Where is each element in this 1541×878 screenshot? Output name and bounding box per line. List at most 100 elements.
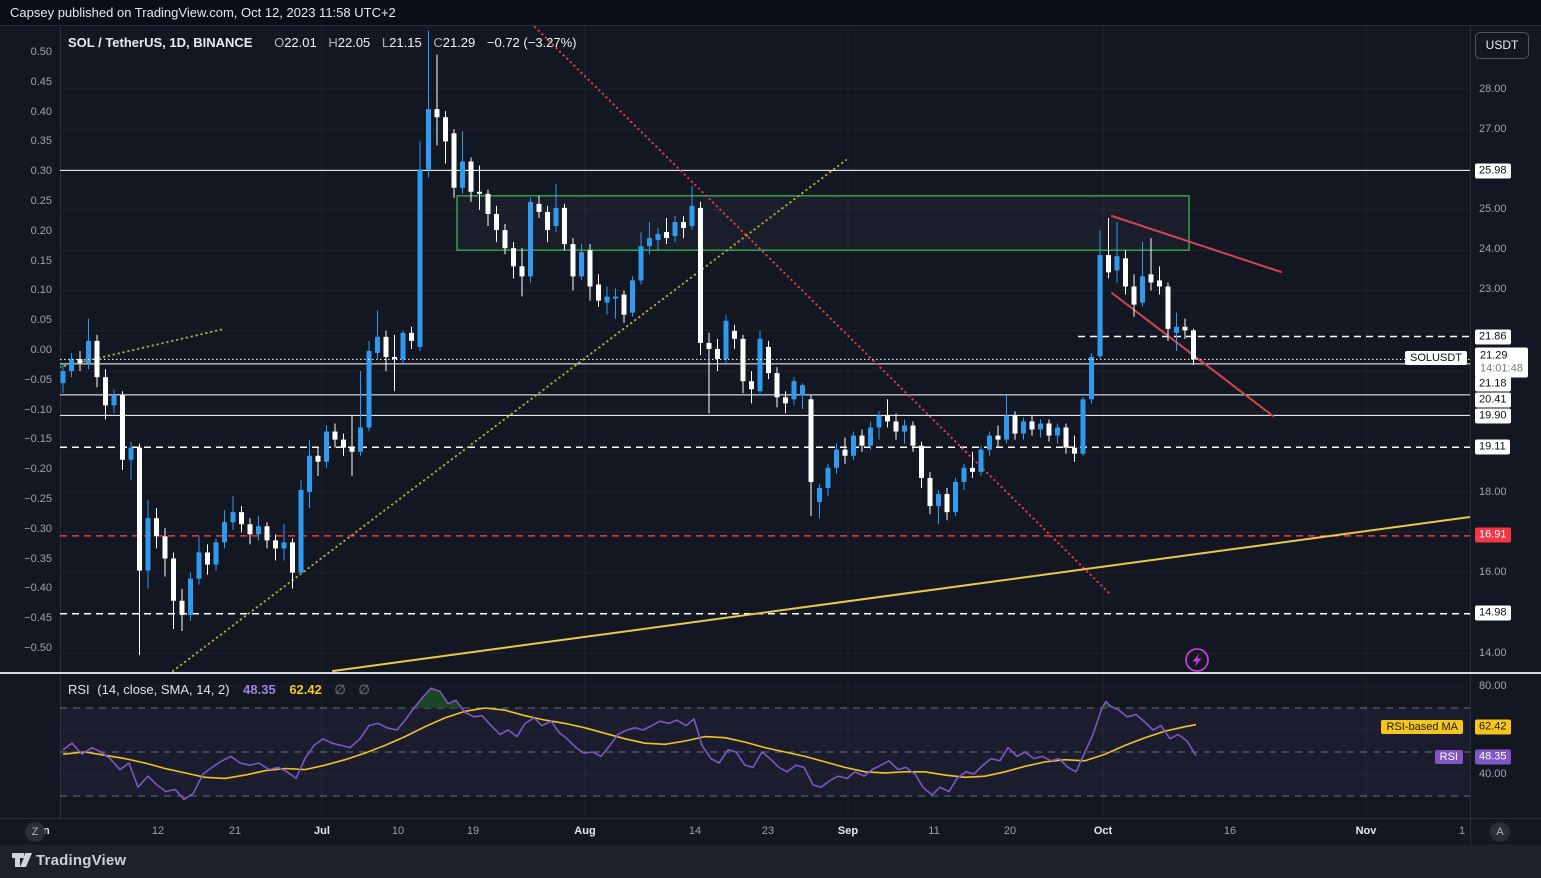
tradingview-logo-icon[interactable]: [12, 853, 36, 871]
candle: [817, 483, 822, 519]
candle: [230, 496, 236, 531]
candle: [383, 330, 389, 372]
candle: [1148, 238, 1154, 291]
candle: [902, 419, 907, 444]
rsi-title[interactable]: RSI: [68, 682, 90, 697]
candle: [774, 367, 780, 408]
candle: [443, 111, 448, 164]
candle: [179, 588, 185, 632]
rsi-axis-tick: 40.00: [1479, 768, 1507, 780]
candle: [145, 500, 151, 589]
right-price-scale[interactable]: 28.00 27.00 25.00 24.00 23.00 18.00 16.00 14.00…: [1471, 0, 1541, 878]
candle: [987, 431, 992, 456]
high-label: H: [328, 35, 338, 50]
time-axis-tick: Nov: [1355, 825, 1377, 837]
trend-line[interactable]: [60, 328, 225, 368]
candle: [638, 232, 644, 285]
candle: [468, 157, 474, 202]
candle: [1106, 217, 1111, 279]
left-axis-tick: 0.25: [30, 195, 52, 207]
candle: [247, 518, 253, 545]
time-axis-tick: 14: [688, 825, 702, 837]
candle: [715, 338, 720, 372]
timezone-button[interactable]: Z: [25, 822, 45, 842]
time-axis-tick: 10: [391, 825, 405, 837]
trend-line[interactable]: [332, 516, 1470, 672]
trend-line[interactable]: [172, 159, 847, 672]
symbol-title[interactable]: SOL / TetherUS, 1D, BINANCE: [68, 35, 253, 50]
candle: [77, 350, 83, 372]
candle: [1063, 423, 1069, 454]
left-price-scale[interactable]: 0.50 0.45 0.40 0.35 0.30 0.25 0.20 0.15 0.10 0.05…: [0, 0, 58, 878]
candle: [239, 506, 244, 533]
trend-line[interactable]: [534, 26, 1111, 595]
candle: [749, 371, 754, 404]
candle: [281, 524, 287, 561]
time-scale[interactable]: Jun1221Jul1019Aug1423Sep1120Oct16Nov1ZA: [0, 818, 1541, 846]
candle: [919, 441, 924, 488]
rsi-tag: RSI: [1434, 750, 1463, 764]
close-value: 21.29: [442, 35, 476, 50]
candle: [358, 371, 363, 456]
candle: [970, 451, 975, 478]
candle: [944, 487, 950, 521]
price-level-label: 19.11: [1475, 439, 1510, 455]
supply-zone-box[interactable]: [456, 195, 1190, 251]
left-axis-tick: −0.40: [24, 582, 52, 594]
candle: [94, 334, 100, 388]
candle: [264, 522, 270, 549]
change-value: −0.72 (−3.27%): [486, 35, 577, 50]
candle: [732, 324, 737, 349]
auto-scale-button[interactable]: A: [1490, 822, 1510, 842]
tradingview-brand[interactable]: TradingView: [36, 852, 127, 869]
rsi-axis-value: 48.35: [1475, 749, 1511, 765]
pane-separator[interactable]: [0, 672, 1541, 674]
trend-line[interactable]: [1111, 215, 1282, 273]
time-axis-tick: 19: [466, 825, 480, 837]
rsi-ma-value: 62.42: [289, 682, 322, 697]
candle: [570, 238, 576, 291]
price-axis-tick: 24.00: [1479, 243, 1507, 255]
candle: [349, 415, 355, 476]
candle: [536, 195, 542, 218]
candle: [426, 30, 431, 178]
candle: [613, 288, 618, 319]
candle: [706, 332, 712, 414]
left-axis-tick: 0.20: [30, 225, 52, 237]
candle: [910, 421, 916, 452]
bar-countdown: 14:01:48: [1480, 362, 1523, 375]
candle: [400, 330, 406, 364]
candle: [1080, 397, 1086, 456]
candle: [120, 391, 125, 470]
candle: [791, 377, 797, 406]
plot-right-border: [1470, 25, 1471, 845]
candle: [766, 340, 771, 380]
current-price-value: 21.29: [1480, 349, 1508, 362]
candle: [927, 471, 933, 515]
candle: [834, 443, 839, 474]
candle: [60, 365, 66, 394]
candle: [893, 413, 899, 440]
candle: [1131, 274, 1137, 317]
candle: [307, 439, 312, 509]
currency-toggle-button[interactable]: USDT: [1475, 32, 1529, 59]
candle: [885, 399, 890, 428]
candle: [511, 242, 516, 279]
time-axis-tick: 20: [1003, 825, 1017, 837]
left-axis-tick: 0.40: [30, 106, 52, 118]
rsi-axis-tick: 80.00: [1479, 680, 1507, 692]
candle: [545, 205, 550, 243]
left-axis-tick: 0.05: [30, 314, 52, 326]
flash-badge-icon[interactable]: [1185, 648, 1209, 672]
candle: [978, 445, 984, 476]
candle: [1089, 352, 1094, 404]
candle: [315, 447, 321, 476]
candle: [587, 244, 593, 301]
rsi-ma-axis-value: 62.42: [1475, 719, 1511, 735]
left-axis-tick: −0.10: [24, 404, 52, 416]
candle: [366, 340, 372, 432]
candle: [128, 441, 134, 480]
time-axis-tick: Oct: [1093, 825, 1113, 837]
price-axis-tick: 18.00: [1479, 486, 1507, 498]
